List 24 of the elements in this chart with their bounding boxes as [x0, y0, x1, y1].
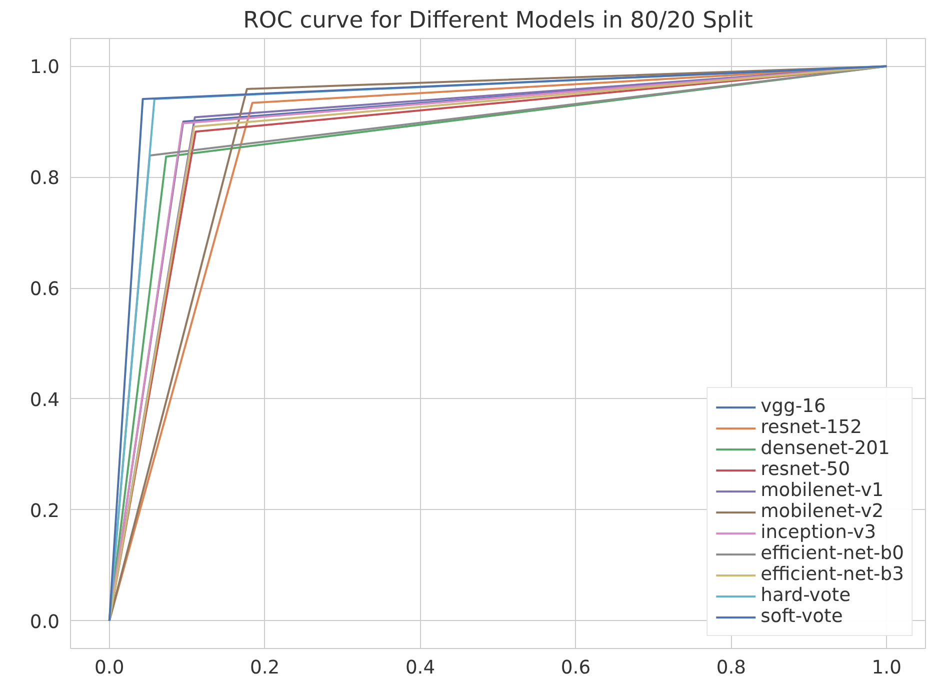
x-tick-label: 0.6: [560, 658, 591, 678]
legend-label: resnet-50: [760, 459, 850, 480]
legend-label: mobilenet-v1: [760, 480, 884, 501]
x-tick-label: 0.8: [716, 658, 746, 678]
x-tick-label: 1.0: [872, 658, 902, 678]
y-tick-label: 0.2: [30, 500, 60, 522]
legend-label: soft-vote: [760, 606, 843, 627]
legend-label: inception-v3: [760, 522, 876, 543]
legend-label: vgg-16: [760, 396, 826, 417]
y-tick-label: 0.4: [30, 390, 60, 411]
x-tick-label: 0.4: [405, 658, 436, 678]
x-tick-label: 0.0: [94, 658, 124, 678]
y-tick-label: 0.0: [30, 612, 60, 633]
legend-label: resnet-152: [760, 417, 862, 438]
y-tick-label: 1.0: [30, 57, 60, 78]
legend-label: densenet-201: [760, 438, 890, 459]
y-tick-label: 0.8: [30, 168, 60, 190]
legend-label: efficient-net-b3: [760, 564, 904, 585]
legend-label: hard-vote: [760, 585, 851, 606]
y-tick-label: 0.6: [30, 279, 60, 300]
legend-label: efficient-net-b0: [760, 543, 904, 564]
chart-title: ROC curve for Different Models in 80/20 Split: [243, 8, 753, 34]
legend-label: mobilenet-v2: [760, 501, 884, 522]
x-tick-label: 0.2: [250, 658, 280, 678]
